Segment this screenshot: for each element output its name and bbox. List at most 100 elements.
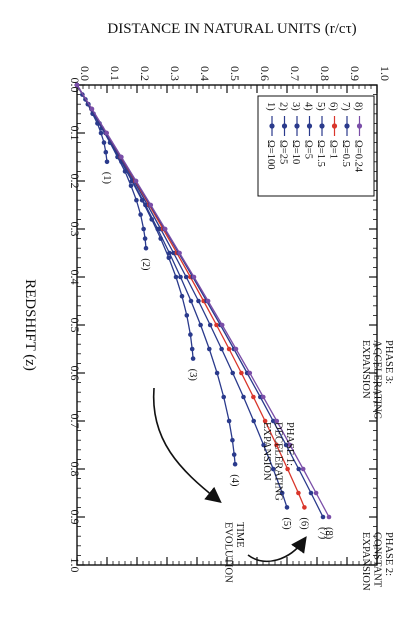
x-tick-label: 0.8 (68, 462, 82, 477)
series-end-label: (6) (298, 517, 309, 530)
annotation-line: EVOLUTION (223, 522, 234, 583)
data-point (287, 442, 293, 448)
legend-index: 4) (303, 102, 314, 111)
data-point (74, 82, 80, 88)
data-point (270, 466, 276, 472)
data-point (190, 356, 196, 361)
x-tick-label: 0.1 (68, 126, 82, 141)
data-point (230, 437, 235, 443)
data-point (198, 322, 203, 328)
series-end-label: (7) (317, 527, 328, 540)
data-point (142, 236, 148, 241)
annotation-line: ACCELERATING (372, 340, 383, 420)
legend-swatch-dot (294, 123, 300, 129)
data-point (233, 346, 239, 352)
data-point (239, 370, 244, 376)
data-point (177, 250, 182, 256)
time-arrow-upper (152, 387, 222, 503)
y-tick-label: 0.1 (108, 66, 122, 81)
legend-entry: Ω=10 (290, 140, 301, 164)
legend-swatch-dot (319, 123, 325, 129)
data-point (128, 183, 134, 189)
data-point (247, 370, 253, 376)
x-tick-label: 0.5 (68, 318, 82, 333)
data-point (251, 394, 256, 400)
legend-swatch-dot (269, 123, 275, 129)
data-point (207, 322, 213, 328)
legend-index: 7) (340, 102, 351, 111)
data-point (119, 154, 124, 160)
data-point (308, 490, 314, 496)
x-tick-label: 0.7 (68, 414, 82, 429)
data-point (191, 274, 197, 280)
data-point (313, 490, 319, 496)
data-point (262, 418, 268, 424)
x-tick-label: 0.6 (68, 366, 82, 381)
legend-index: 3) (290, 102, 301, 111)
data-point (274, 442, 279, 448)
series-line (76, 84, 236, 465)
x-tick-label: 0.9 (68, 510, 82, 525)
data-point (284, 505, 290, 510)
annotation-line: CONSTANT (372, 532, 383, 588)
legend-index: 8) (353, 102, 364, 111)
data-point (251, 418, 256, 424)
series-8 (74, 82, 332, 520)
y-tick-label: 0.4 (198, 66, 212, 81)
data-point (261, 394, 266, 400)
data-point (274, 418, 280, 424)
data-point (189, 346, 195, 352)
data-point (261, 442, 266, 448)
data-point (300, 466, 306, 472)
data-point (283, 442, 289, 448)
data-point (230, 370, 235, 376)
data-point (219, 322, 225, 328)
legend-entry: Ω=5 (303, 140, 314, 159)
data-point (296, 466, 302, 472)
data-point (133, 178, 139, 184)
data-point (221, 394, 226, 400)
data-point (167, 250, 172, 256)
legend-index: 2) (278, 102, 289, 111)
data-point (141, 226, 146, 232)
legend-swatch-dot (331, 123, 338, 129)
data-point (173, 274, 179, 280)
legend-entry: Ω=100 (265, 140, 276, 169)
data-point (285, 466, 290, 472)
data-point (162, 226, 168, 232)
series-end-label: (8) (323, 527, 334, 540)
data-point (296, 490, 301, 496)
legend-entry: Ω=0.5 (340, 140, 351, 167)
data-point (326, 514, 332, 520)
data-point (302, 505, 307, 510)
data-point (320, 514, 326, 520)
data-point (89, 106, 95, 112)
y-tick-label: 0.9 (348, 66, 362, 81)
data-point (188, 298, 194, 304)
annotation-line: EXPANSION (261, 422, 272, 481)
legend-index: 5) (315, 102, 326, 111)
data-point (219, 346, 224, 352)
x-tick-label: 0.4 (68, 270, 82, 285)
data-point (196, 298, 201, 304)
data-point (214, 370, 220, 376)
legend-index: 1) (265, 102, 276, 111)
data-point (279, 490, 285, 496)
legend-entry: Ω=0.24 (353, 140, 364, 173)
data-point (226, 346, 232, 352)
data-point (205, 298, 211, 304)
y-axis-title: DISTANCE IN NATURAL UNITS (r/cτ) (107, 21, 356, 37)
data-point (104, 130, 109, 136)
legend-entry: Ω=25 (278, 140, 289, 164)
legend-box (257, 95, 375, 197)
y-tick-label: 1.0 (378, 66, 392, 81)
y-tick-label: 0.5 (228, 66, 242, 81)
y-tick-label: 0.2 (138, 66, 152, 81)
annotation-line: PHASE 2: (383, 532, 394, 576)
series-end-label: (4) (229, 474, 240, 487)
data-point (270, 418, 276, 424)
annotation-line: TIME (234, 522, 245, 548)
